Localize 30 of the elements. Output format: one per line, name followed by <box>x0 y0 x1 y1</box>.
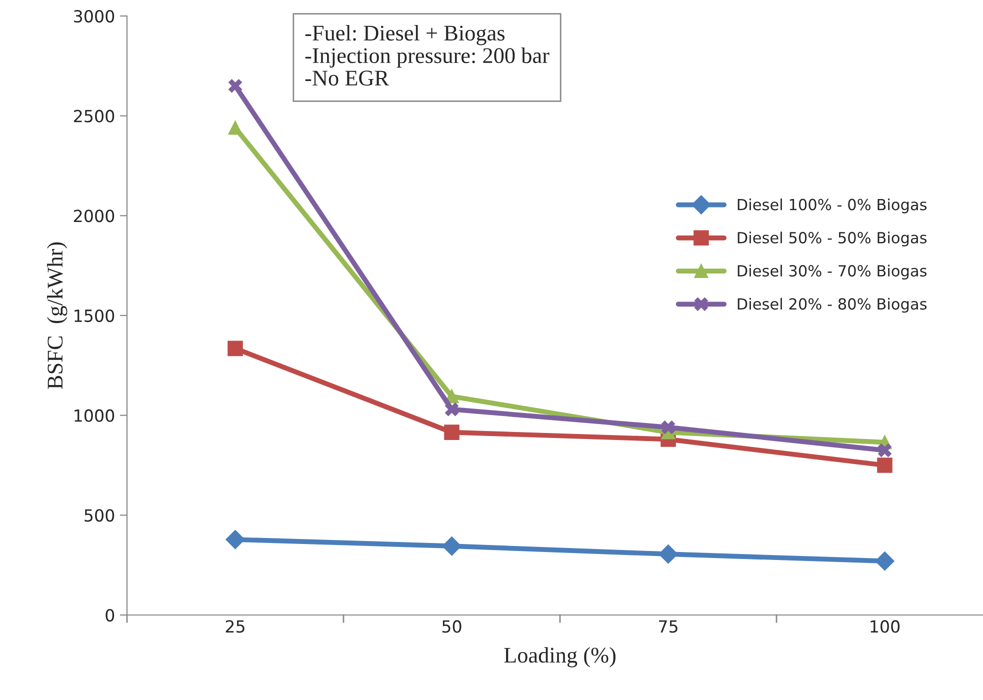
legend-label: Diesel 50% - 50% Biogas <box>738 232 927 246</box>
y-tick-label: 3000 <box>74 10 114 23</box>
y-tick-label: 2500 <box>74 110 114 122</box>
legend-label: Diesel 30% - 70% Biogas <box>738 264 927 280</box>
point <box>878 443 892 458</box>
point <box>228 340 243 356</box>
y-tick-label: 2000 <box>74 210 114 222</box>
x-tick-label: 100 <box>870 620 900 633</box>
x-axis-title: Loading (%) <box>504 647 616 668</box>
point <box>442 536 462 556</box>
point <box>228 78 242 93</box>
x-tick-label: 25 <box>226 620 244 633</box>
point <box>658 544 678 564</box>
point <box>661 420 676 434</box>
point <box>444 402 459 416</box>
point <box>444 424 460 440</box>
legend-label: Diesel 20% - 80% Biogas <box>738 298 927 313</box>
y-tick-label: 1500 <box>74 309 114 322</box>
y-tick-label: 0 <box>106 608 114 622</box>
legend-label: Diesel 100% - 0% Biogas <box>738 198 927 214</box>
y-tick-label: 1000 <box>74 409 114 422</box>
y-axis-title: BSFC (g/kWhr) <box>47 242 68 389</box>
x-tick-label: 50 <box>442 620 462 633</box>
annotation: -Fuel: Diesel + Biogas -Injection pressure: 200 bar -No EGR <box>305 24 550 86</box>
point <box>228 120 242 135</box>
x-tick-label: 75 <box>659 620 678 633</box>
point <box>226 530 245 550</box>
point <box>877 458 892 473</box>
y-tick-label: 500 <box>84 509 114 522</box>
point <box>875 552 894 571</box>
